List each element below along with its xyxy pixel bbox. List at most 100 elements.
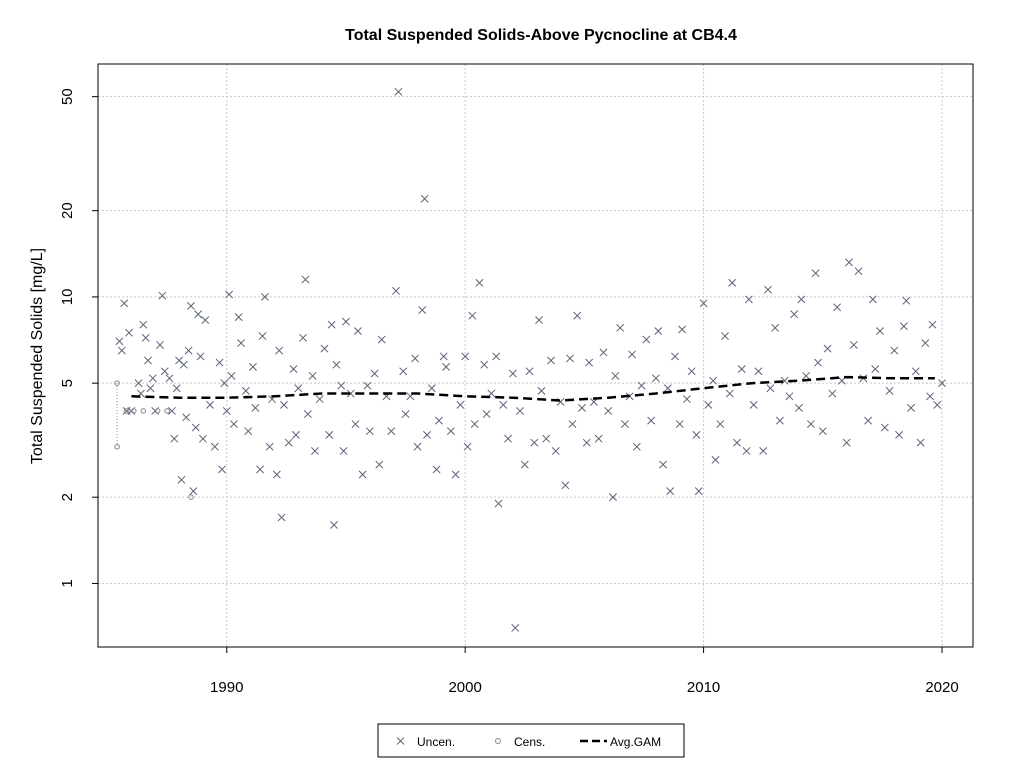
data-point-uncensored <box>167 406 176 415</box>
data-point-uncensored <box>616 323 625 332</box>
data-point-uncensored <box>818 427 827 436</box>
data-point-uncensored <box>222 406 231 415</box>
data-point-uncensored <box>215 358 224 367</box>
data-point-uncensored <box>177 475 186 484</box>
data-point-uncensored <box>303 410 312 419</box>
data-point-uncensored <box>594 434 603 443</box>
data-point-uncensored <box>742 446 751 455</box>
data-point-uncensored <box>420 194 429 203</box>
x-tick-label: 1990 <box>210 679 243 696</box>
data-point-uncensored <box>442 362 451 371</box>
gam-layer <box>131 375 935 402</box>
data-point-uncensored <box>833 303 842 312</box>
data-point-uncensored <box>299 333 307 342</box>
data-point-uncensored <box>880 423 889 432</box>
data-point-uncensored <box>320 344 329 353</box>
data-point-uncensored <box>585 358 594 367</box>
data-point-uncensored <box>659 460 668 469</box>
data-point-uncensored <box>573 311 582 320</box>
data-point-uncensored <box>871 365 880 374</box>
data-point-uncensored <box>353 327 362 336</box>
x-tick-label: 2020 <box>925 679 958 696</box>
data-point-uncensored <box>687 367 696 376</box>
data-point-uncensored <box>916 438 925 447</box>
data-point-uncensored <box>418 306 427 314</box>
data-point-uncensored <box>764 285 772 294</box>
data-point-uncensored <box>277 513 286 522</box>
data-point-uncensored <box>280 400 288 409</box>
data-point-uncensored <box>187 301 195 310</box>
data-point-uncensored <box>249 362 257 371</box>
legend: Uncen. Cens. Avg.GAM <box>377 723 685 758</box>
data-point-uncensored <box>604 406 613 415</box>
data-point-uncensored <box>294 384 303 393</box>
data-point-uncensored <box>885 386 894 395</box>
data-point-uncensored <box>699 299 708 308</box>
data-point-uncensored <box>907 403 915 412</box>
data-point-uncensored <box>499 400 508 409</box>
data-point-uncensored <box>392 286 400 295</box>
y-tick-label: 1 <box>59 579 76 587</box>
data-point-uncensored <box>375 460 384 469</box>
data-point-uncensored <box>551 446 560 455</box>
data-point-uncensored <box>733 438 741 447</box>
data-point-uncensored <box>284 438 293 447</box>
data-point-uncensored <box>463 442 472 451</box>
data-point-uncensored <box>244 427 253 436</box>
data-point-uncensored <box>599 348 608 357</box>
data-point-uncensored <box>225 290 234 299</box>
data-point-uncensored <box>337 381 346 390</box>
legend-box <box>377 723 685 758</box>
data-point-uncensored <box>125 328 133 337</box>
data-point-uncensored <box>196 352 205 361</box>
data-point-uncensored <box>451 470 460 479</box>
data-point-uncensored <box>134 379 143 388</box>
data-point-uncensored <box>725 389 734 398</box>
data-point-uncensored <box>566 354 575 363</box>
data-point-uncensored <box>671 352 679 361</box>
data-point-uncensored <box>797 295 806 304</box>
data-point-uncensored <box>651 374 660 383</box>
data-point-uncensored <box>456 400 465 409</box>
data-point-censored <box>140 408 147 414</box>
data-point-uncensored <box>351 420 360 428</box>
data-point-uncensored <box>468 311 477 320</box>
data-point-uncensored <box>399 367 408 376</box>
data-point-uncensored <box>678 325 687 334</box>
data-point-uncensored <box>938 379 946 388</box>
data-point-uncensored <box>377 335 386 344</box>
legend-item-uncensored: Uncen. <box>396 735 455 749</box>
data-point-uncensored <box>775 416 784 425</box>
data-point-uncensored <box>141 333 150 342</box>
data-point-uncensored <box>902 296 911 305</box>
data-point-uncensored <box>332 360 341 369</box>
data-point-uncensored <box>148 374 157 383</box>
legend-label: Avg.GAM <box>610 735 661 749</box>
data-point-uncensored <box>790 310 799 319</box>
data-point-uncensored <box>737 365 746 374</box>
data-point-uncensored <box>911 367 920 376</box>
data-point-uncensored <box>771 323 780 332</box>
data-point-uncensored <box>692 430 701 439</box>
gam-line <box>131 375 935 402</box>
data-point-uncensored <box>823 344 832 353</box>
legend-item-censored: Cens. <box>495 735 545 749</box>
legend-label: Cens. <box>514 735 545 749</box>
data-point-uncensored <box>711 455 720 464</box>
x-tick-label: 2010 <box>687 679 720 696</box>
data-point-uncensored <box>325 430 334 439</box>
data-point-uncensored <box>854 267 863 276</box>
data-point-uncensored <box>504 434 513 443</box>
data-point-uncensored <box>704 400 713 409</box>
data-point-uncensored <box>547 356 555 365</box>
x-tick-label: 2000 <box>448 679 481 696</box>
data-point-uncensored <box>709 376 718 385</box>
data-point-uncensored <box>933 400 942 409</box>
data-point-uncensored <box>637 381 646 390</box>
data-point-uncensored <box>926 392 935 401</box>
data-point-uncensored <box>780 376 789 385</box>
data-point-uncensored <box>182 413 191 422</box>
data-point-uncensored <box>265 442 274 451</box>
